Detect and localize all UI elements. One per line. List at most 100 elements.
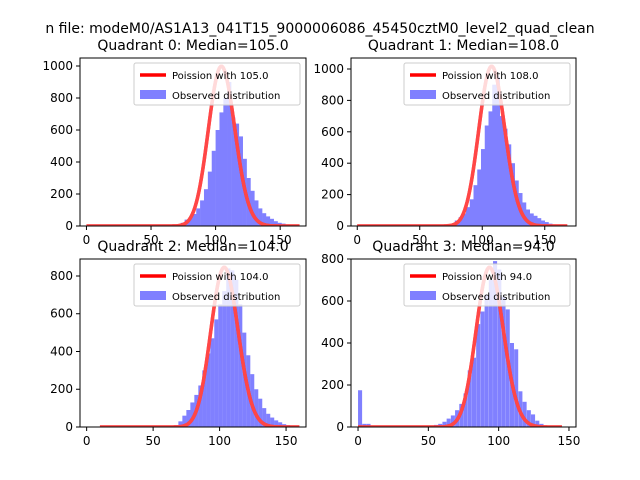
observed-bar xyxy=(511,163,515,226)
quadrant-0-panel: Quadrant 0: Median=105.0 0 200 400 600 800 100… xyxy=(42,38,307,247)
observed-bar xyxy=(507,144,512,226)
quadrant-2-panel: Quadrant 2: Median=104.0 0 200 400 600 800 0 50… xyxy=(50,239,307,448)
x-tick-label: 150 xyxy=(533,233,556,247)
observed-bar xyxy=(250,190,255,226)
quadrant-3-plot-area xyxy=(357,261,563,427)
x-tick-label: 0 xyxy=(354,434,362,448)
x-tick-label: 50 xyxy=(421,434,436,448)
quadrant-0-frame xyxy=(79,57,307,227)
observed-bar xyxy=(514,349,519,427)
y-tick-label: 400 xyxy=(321,156,344,170)
observed-bar xyxy=(219,112,224,226)
y-tick-label: 600 xyxy=(321,125,344,139)
y-tick-label: 0 xyxy=(65,420,73,434)
observed-bar xyxy=(476,324,481,427)
observed-bar xyxy=(499,116,504,226)
observed-bar xyxy=(254,389,259,427)
y-tick-label: 200 xyxy=(50,382,73,396)
x-tick-label: 100 xyxy=(204,233,227,247)
legend-box xyxy=(403,62,571,106)
observed-bar xyxy=(442,421,447,427)
observed-bar xyxy=(484,125,489,226)
x-tick-label: 100 xyxy=(487,434,510,448)
observed-bar xyxy=(214,319,219,427)
observed-bar xyxy=(481,149,485,226)
y-tick-label: 800 xyxy=(50,269,73,283)
x-tick-label: 150 xyxy=(269,233,292,247)
legend-observed-swatch xyxy=(410,90,436,99)
legend-observed-swatch xyxy=(410,291,436,300)
observed-bar xyxy=(463,393,468,427)
observed-bar xyxy=(469,199,474,226)
x-tick-label: 0 xyxy=(83,233,91,247)
quadrant-0-legend: Poission with 105.0 Observed distribution xyxy=(133,62,301,106)
observed-bar xyxy=(496,76,500,226)
y-tick-label: 0 xyxy=(336,420,344,434)
x-tick-label: 100 xyxy=(208,434,231,448)
quadrant-2-legend: Poission with 104.0 Observed distribution xyxy=(133,263,301,307)
observed-bar xyxy=(223,98,228,226)
observed-bar xyxy=(186,410,191,427)
quadrant-3-panel: Quadrant 3: Median=94.0 0 200 400 600 800 0 50 1… xyxy=(321,239,580,448)
observed-bar xyxy=(211,150,216,226)
observed-bar xyxy=(492,84,497,226)
observed-bar xyxy=(196,208,201,226)
observed-bar xyxy=(278,422,283,427)
observed-bar xyxy=(462,213,467,226)
legend-poisson-label: Poission with 105.0 xyxy=(172,71,268,82)
observed-bar xyxy=(231,117,236,226)
observed-bar xyxy=(202,370,207,427)
observed-bar xyxy=(238,304,243,427)
observed-bar xyxy=(480,311,485,427)
legend-box xyxy=(403,263,571,307)
observed-bar xyxy=(531,414,536,427)
observed-bar xyxy=(526,209,530,226)
quadrant-0-title: Quadrant 0: Median=105.0 xyxy=(97,38,288,54)
observed-bar xyxy=(198,385,203,427)
x-tick-label: 0 xyxy=(83,434,91,448)
y-tick-label: 200 xyxy=(321,378,344,392)
observed-bar xyxy=(222,291,227,427)
legend-observed-label: Observed distribution xyxy=(172,292,280,303)
y-tick-label: 1000 xyxy=(42,59,73,73)
poisson-curve-overlay xyxy=(357,265,563,427)
observed-bar xyxy=(535,420,540,427)
observed-bar xyxy=(501,296,506,427)
observed-bar xyxy=(473,185,478,226)
legend-observed-label: Observed distribution xyxy=(442,292,550,303)
observed-bar xyxy=(529,213,534,226)
observed-bar xyxy=(210,338,215,427)
legend-box xyxy=(133,62,301,106)
y-tick-label: 400 xyxy=(321,336,344,350)
observed-bar xyxy=(206,353,211,427)
observed-bar xyxy=(503,128,508,226)
observed-bar xyxy=(274,420,279,427)
observed-bar xyxy=(182,415,187,427)
observed-bar xyxy=(358,390,363,427)
observed-bar xyxy=(215,130,220,226)
observed-bar xyxy=(450,415,455,427)
observed-bar xyxy=(200,200,205,226)
y-tick-label: 400 xyxy=(50,155,73,169)
x-tick-label: 50 xyxy=(145,434,160,448)
y-tick-label: 1000 xyxy=(313,62,344,76)
observed-bar xyxy=(488,111,493,226)
observed-bar xyxy=(192,214,197,226)
observed-bar xyxy=(484,294,489,427)
y-tick-label: 800 xyxy=(50,91,73,105)
observed-bar xyxy=(544,222,549,226)
observed-bar xyxy=(493,261,498,427)
legend-observed-label: Observed distribution xyxy=(172,91,280,102)
observed-bar xyxy=(190,402,195,427)
observed-bar xyxy=(188,217,193,226)
poisson-curve-overlay xyxy=(99,265,300,427)
observed-bar xyxy=(234,279,239,427)
observed-bar xyxy=(227,82,232,226)
quadrant-1-frame xyxy=(350,57,577,227)
legend-poisson-label: Poission with 104.0 xyxy=(172,272,268,283)
observed-bar xyxy=(218,304,223,427)
observed-bar xyxy=(526,410,531,427)
observed-bar xyxy=(265,216,271,226)
quadrant-1-legend: Poission with 108.0 Observed distribution xyxy=(403,62,571,106)
